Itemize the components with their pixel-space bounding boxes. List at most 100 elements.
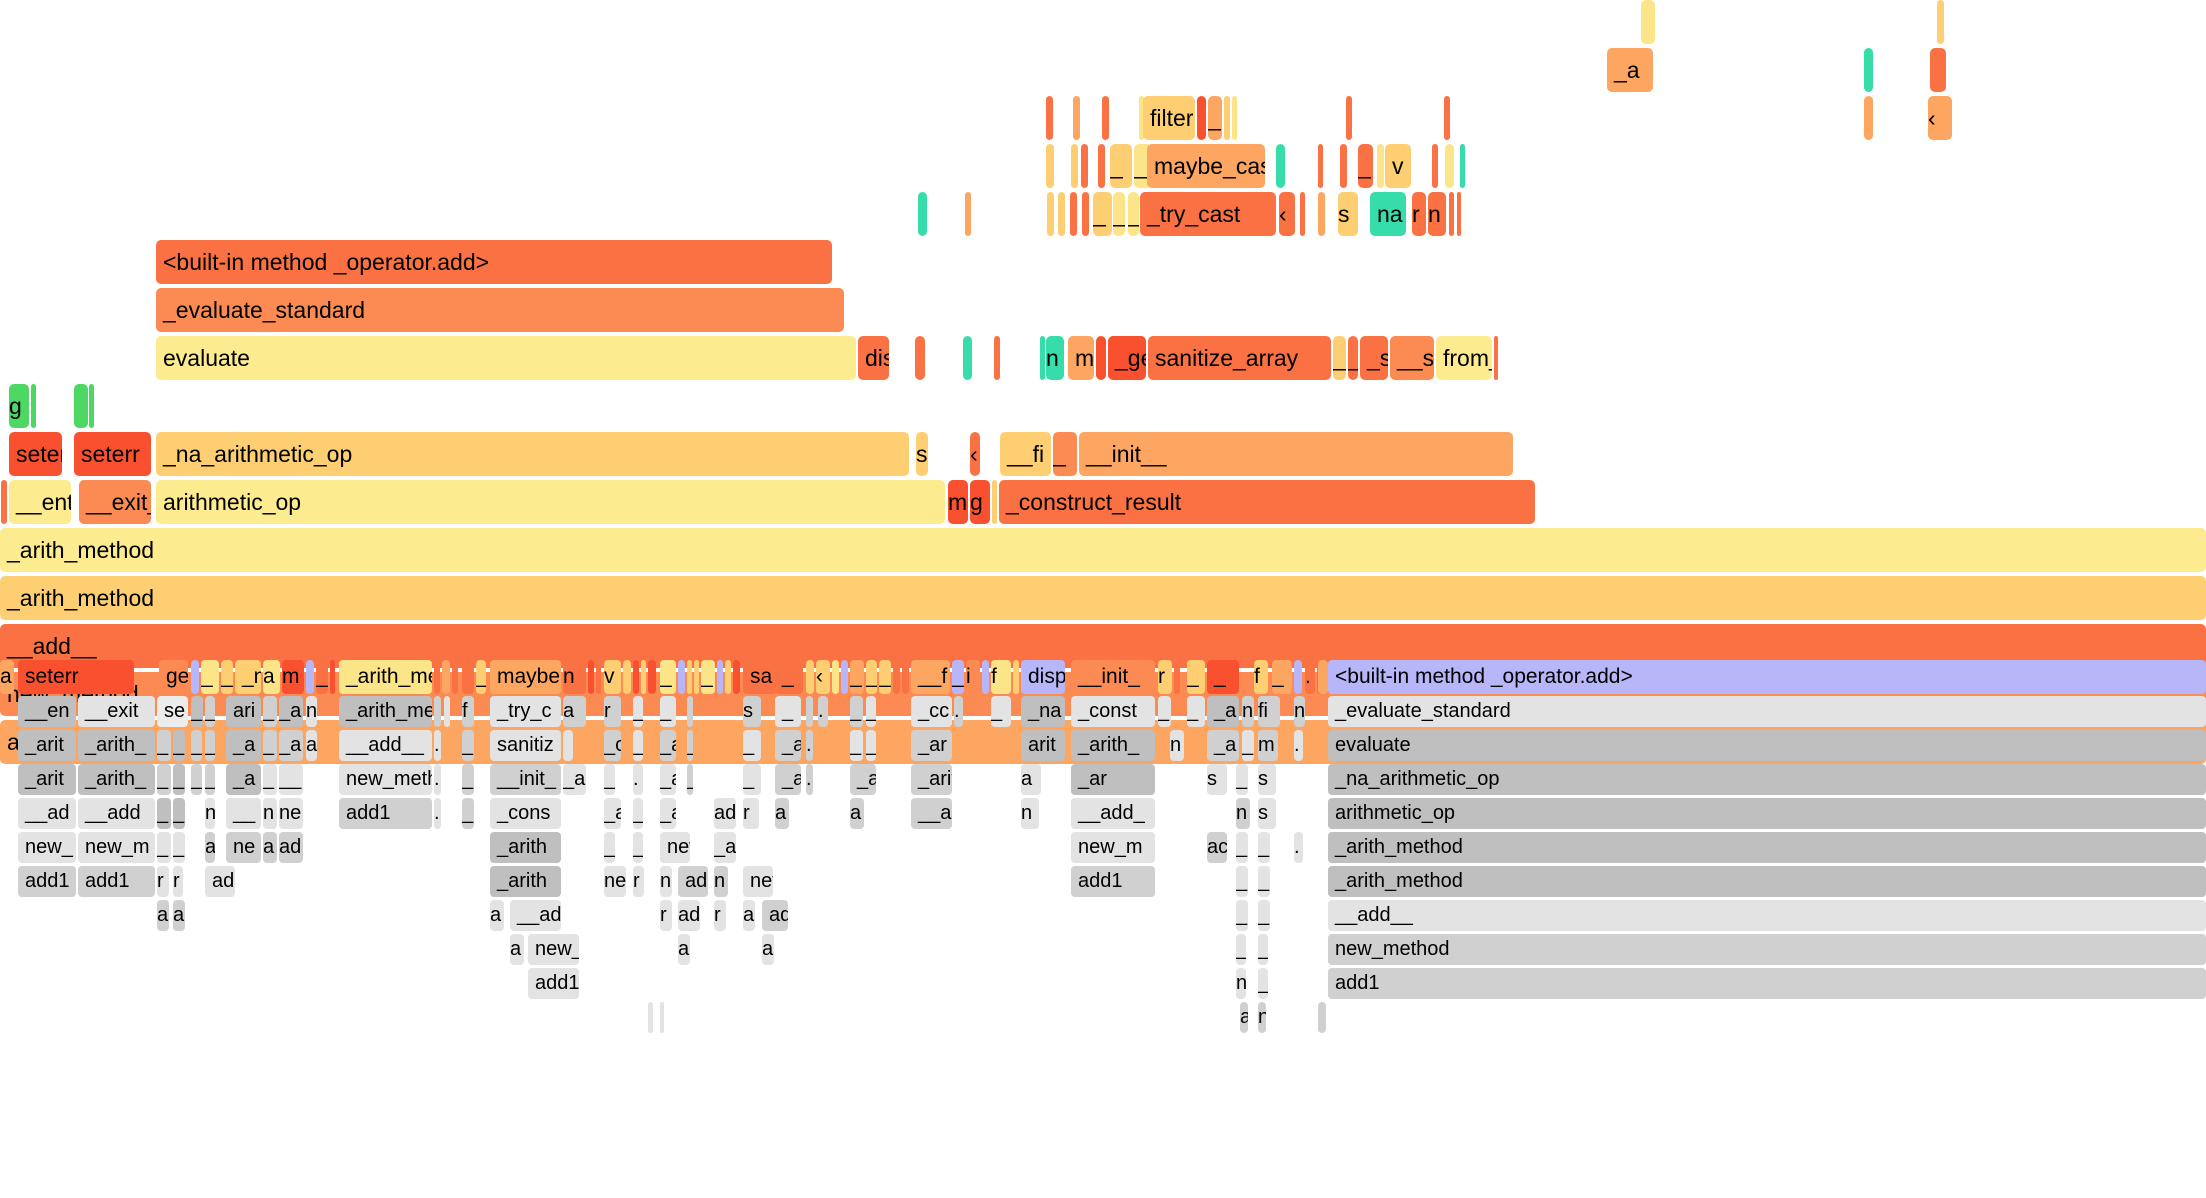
flame-frame[interactable]: . xyxy=(434,764,441,795)
flame-frame[interactable]: _n xyxy=(235,660,261,694)
flame-frame[interactable]: s xyxy=(1207,764,1227,795)
flame-frame[interactable]: _arith_ xyxy=(911,764,952,795)
flame-frame[interactable] xyxy=(1460,144,1465,188)
flame-frame[interactable]: _ xyxy=(1236,832,1248,863)
flame-frame[interactable]: __init__ xyxy=(1079,432,1513,476)
flame-frame[interactable]: _ xyxy=(1348,336,1358,380)
flame-frame[interactable]: _arith_met xyxy=(339,660,432,694)
flame-frame[interactable]: se xyxy=(157,696,188,727)
flame-frame[interactable]: _ge xyxy=(1108,336,1146,380)
flame-frame[interactable]: _a xyxy=(1207,696,1239,727)
flame-frame[interactable]: _construct_result xyxy=(999,480,1535,524)
flame-frame[interactable]: _ xyxy=(157,764,171,795)
flame-frame[interactable] xyxy=(641,660,646,694)
flame-frame[interactable] xyxy=(1,480,7,524)
flame-frame[interactable]: ‹ xyxy=(816,660,830,694)
flame-frame[interactable]: _a xyxy=(714,832,736,863)
flame-frame[interactable] xyxy=(806,660,814,694)
flame-frame[interactable] xyxy=(1294,660,1302,694)
flame-frame[interactable]: _ xyxy=(633,832,643,863)
flame-frame[interactable]: n xyxy=(263,798,277,829)
flame-frame[interactable]: _ xyxy=(850,660,864,694)
flame-frame[interactable]: new xyxy=(660,832,690,863)
flame-frame[interactable]: new_meth xyxy=(339,764,432,795)
flame-frame[interactable]: . xyxy=(434,730,441,761)
flame-frame[interactable]: add xyxy=(678,866,708,897)
flame-frame[interactable]: _a xyxy=(279,730,303,761)
flame-frame[interactable]: _ xyxy=(1236,866,1248,897)
flame-frame[interactable]: _ xyxy=(701,660,715,694)
flame-frame[interactable] xyxy=(1300,192,1305,236)
flame-frame[interactable]: . xyxy=(806,764,813,795)
flame-frame[interactable]: new_m xyxy=(1071,832,1155,863)
flame-frame[interactable]: a xyxy=(762,934,774,965)
flame-frame[interactable] xyxy=(306,660,314,694)
flame-frame[interactable]: . xyxy=(954,696,963,727)
flame-frame[interactable]: _a xyxy=(660,764,676,795)
flame-frame[interactable] xyxy=(1102,96,1109,140)
flame-frame[interactable]: _ar xyxy=(850,764,876,795)
flame-frame[interactable]: ge xyxy=(159,660,188,694)
flame-frame[interactable]: _ xyxy=(1110,144,1132,188)
flame-frame[interactable]: n xyxy=(1258,1002,1266,1033)
flame-frame[interactable]: a xyxy=(510,934,524,965)
flame-frame[interactable] xyxy=(733,660,740,694)
flame-frame[interactable] xyxy=(1457,192,1461,236)
flame-frame[interactable] xyxy=(1224,96,1230,140)
flame-frame[interactable] xyxy=(1071,144,1078,188)
flame-frame[interactable] xyxy=(841,660,848,694)
flame-frame[interactable]: a xyxy=(563,696,586,727)
flame-frame[interactable]: _evaluate_standard xyxy=(156,288,844,332)
flame-frame[interactable]: arithmetic_op xyxy=(1328,798,2206,829)
flame-frame[interactable]: __f xyxy=(911,660,950,694)
flame-frame[interactable]: a xyxy=(490,900,504,931)
flame-frame[interactable] xyxy=(452,660,458,694)
flame-frame[interactable]: _ xyxy=(633,730,643,761)
flame-frame[interactable]: _a xyxy=(660,798,676,829)
flame-frame[interactable]: new_m xyxy=(78,832,155,863)
flame-frame[interactable]: r xyxy=(1158,660,1172,694)
flame-frame[interactable]: i xyxy=(966,660,980,694)
flame-frame[interactable] xyxy=(1449,192,1454,236)
flame-frame[interactable] xyxy=(1318,1002,1326,1033)
flame-frame[interactable]: _ xyxy=(633,696,643,727)
flame-frame[interactable]: n xyxy=(1236,968,1246,999)
flame-frame[interactable] xyxy=(1346,96,1352,140)
flame-frame[interactable]: _ xyxy=(1158,696,1171,727)
flame-frame[interactable] xyxy=(633,660,639,694)
sandwich-callers-flame-graph[interactable]: aseterrge___nam__arith_met_maybenv__sa_‹… xyxy=(0,660,2206,1198)
flame-frame[interactable] xyxy=(1494,336,1498,380)
flame-frame[interactable]: _arit xyxy=(18,764,76,795)
flame-frame[interactable]: _ xyxy=(476,660,486,694)
flame-frame[interactable]: _ xyxy=(1128,192,1139,236)
flame-frame[interactable]: _a xyxy=(279,696,303,727)
flame-frame[interactable]: _ xyxy=(462,730,474,761)
flame-frame[interactable]: add1 xyxy=(1071,866,1155,897)
flame-frame[interactable] xyxy=(1445,144,1454,188)
flame-frame[interactable] xyxy=(994,336,1000,380)
flame-frame[interactable]: _ xyxy=(1272,660,1292,694)
flame-frame[interactable]: _ xyxy=(633,798,643,829)
flame-frame[interactable] xyxy=(434,696,441,727)
flame-frame[interactable] xyxy=(1046,144,1054,188)
flame-frame[interactable] xyxy=(678,660,685,694)
flame-frame[interactable]: ari xyxy=(226,696,261,727)
flame-frame[interactable] xyxy=(1081,144,1088,188)
flame-frame[interactable]: _arith xyxy=(490,832,561,863)
flame-frame[interactable] xyxy=(1040,336,1045,380)
flame-frame[interactable]: n xyxy=(205,798,215,829)
flame-frame[interactable]: _ xyxy=(462,798,474,829)
flame-frame[interactable]: _arith_method xyxy=(1328,832,2206,863)
flame-frame[interactable]: r xyxy=(604,696,621,727)
flame-frame[interactable]: r xyxy=(633,866,644,897)
flame-frame[interactable]: _arith_ xyxy=(78,730,155,761)
flame-frame[interactable]: __add_ xyxy=(1071,798,1155,829)
flame-frame[interactable] xyxy=(687,696,693,727)
flame-frame[interactable] xyxy=(1444,96,1450,140)
flame-frame[interactable]: ‹ xyxy=(970,432,980,476)
flame-frame[interactable] xyxy=(1318,660,1328,694)
flame-frame[interactable] xyxy=(74,384,88,428)
flame-frame[interactable]: _ar xyxy=(911,730,952,761)
flame-frame[interactable]: __ xyxy=(279,764,303,795)
flame-frame[interactable]: _cc xyxy=(911,696,952,727)
